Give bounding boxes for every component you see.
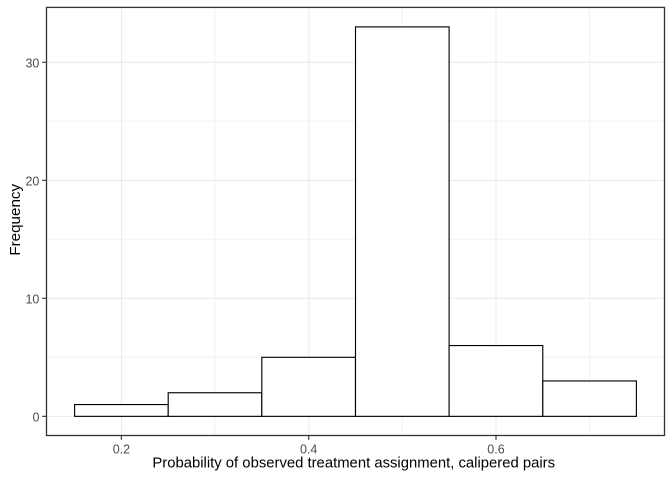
svg-text:Probability of observed treatm: Probability of observed treatment assign… [152, 456, 555, 472]
svg-text:10: 10 [25, 293, 39, 307]
svg-text:0.2: 0.2 [113, 442, 130, 456]
svg-text:0: 0 [32, 411, 39, 425]
svg-text:Frequency: Frequency [7, 184, 24, 256]
svg-text:20: 20 [25, 175, 39, 189]
svg-text:30: 30 [25, 57, 39, 71]
svg-text:0.4: 0.4 [300, 442, 317, 456]
svg-text:0.6: 0.6 [487, 442, 504, 456]
